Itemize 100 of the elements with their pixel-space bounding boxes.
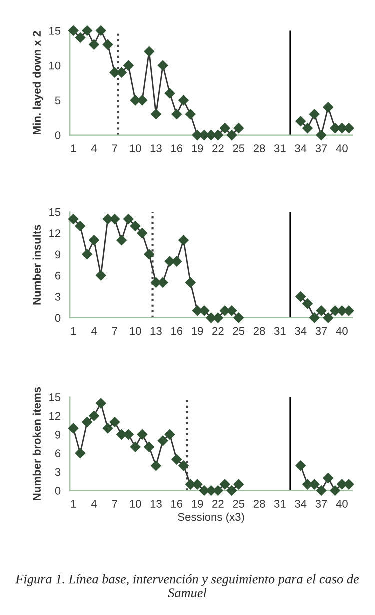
point [75,448,86,458]
x-tick-label: 22 [212,327,224,336]
point [75,32,86,43]
point [310,109,320,120]
y-tick-label: 0 [55,132,61,140]
point [124,214,134,224]
x-tick-label: 13 [150,327,162,336]
point [234,312,244,324]
x-tick-label: 25 [233,144,245,152]
x-tick-label: 34 [295,327,307,336]
x-tick-label: 7 [112,500,118,508]
point [124,430,134,440]
point [158,436,168,446]
point [323,312,334,324]
point [220,123,230,134]
point [178,235,189,246]
point [296,460,306,471]
point [213,486,224,496]
point [337,479,348,490]
y-tick-label: 5 [55,96,61,105]
x-tick-label: 31 [274,144,286,152]
point [213,130,224,140]
point [226,130,238,140]
point [116,235,127,246]
point [110,417,120,428]
point [323,102,334,113]
point [116,67,127,78]
x-tick-label: 34 [295,500,307,508]
point [68,214,79,224]
point [102,423,114,434]
x-tick-label: 31 [274,327,286,336]
point [144,46,154,57]
y-tick-label: 0 [55,487,61,495]
y-tick-label: 9 [55,250,61,259]
x-tick-label: 25 [233,500,245,508]
x-tick-label: 4 [91,144,97,152]
point [82,249,92,260]
y-tick-label: 12 [50,230,61,238]
x-tick-label: 10 [130,144,142,152]
x-tick-label: 19 [192,327,204,336]
y-tick-label: 12 [50,412,61,420]
point [316,130,327,140]
x-tick-label: 31 [274,500,286,508]
point [178,95,189,106]
x-tick-label: 16 [172,327,183,336]
point [234,479,244,490]
x-tick-label: 28 [254,327,266,336]
x-tick-label: 40 [336,500,348,508]
point [96,270,106,281]
point [137,228,148,238]
x-tick-label: 37 [316,500,328,508]
point [68,26,79,36]
point [186,109,196,120]
point [310,479,320,490]
x-tick-label: 4 [91,327,97,336]
point [172,109,182,120]
point [89,235,100,246]
point [89,40,100,50]
x-tick-label: 40 [336,144,348,152]
x-axis-title: Sessions (x3) [178,512,244,524]
point [296,292,306,302]
y-tick-label: 6 [55,450,61,458]
point [316,486,327,496]
x-tick-label: 19 [192,500,204,508]
x-tick-label: 28 [254,144,266,152]
point [316,306,327,316]
y-tick-label: 6 [55,272,61,280]
point [137,430,148,440]
y-tick-label: 15 [50,208,61,216]
point [75,221,86,232]
y-tick-label: 3 [55,293,61,301]
x-tick-label: 10 [130,327,142,336]
point [144,442,154,452]
y-tick-label: 10 [50,62,61,70]
point [158,60,168,71]
x-tick-label: 28 [254,500,266,508]
y-tick-label: 0 [55,314,61,322]
x-tick-label: 37 [316,144,328,152]
point [337,306,348,316]
y-tick-label: 15 [50,394,61,402]
x-tick-label: 22 [212,144,224,152]
x-tick-label: 1 [71,500,76,508]
y-tick-label: 15 [50,27,61,35]
point [330,486,340,496]
point [226,486,238,496]
point [220,479,230,490]
point [296,116,306,126]
point [82,417,92,428]
point [96,398,106,409]
point [234,123,244,134]
text: Figura 1. Línea base, intervención y seguimiento para el caso de Samuel [16,574,360,598]
point [186,278,196,288]
y-axis-title: Number insults [32,225,41,305]
point [164,430,176,440]
point [302,479,313,490]
point [82,26,92,36]
x-tick-label: 1 [71,144,76,152]
y-axis-title: Min. layed down x 2 [32,31,44,134]
point [178,460,189,471]
x-tick-label: 19 [192,144,204,152]
